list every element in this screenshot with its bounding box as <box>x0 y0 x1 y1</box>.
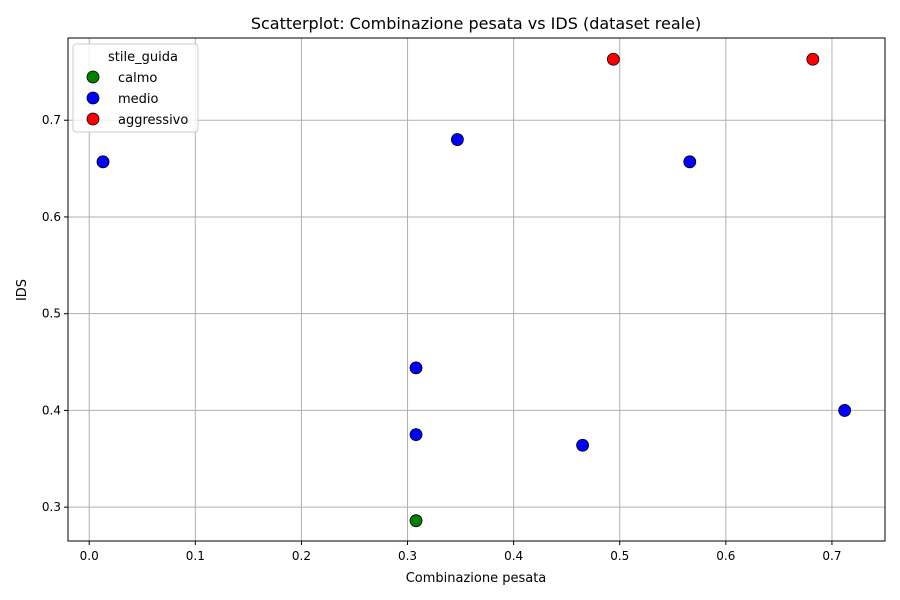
x-tick-label: 0.6 <box>716 549 735 563</box>
x-tick-label: 0.5 <box>610 549 629 563</box>
x-axis-ticks: 0.0 0.1 0.2 0.3 0.4 0.5 0.6 0.7 <box>80 541 841 563</box>
legend-label-aggressivo: aggressivo <box>118 113 188 128</box>
legend-marker-medio <box>86 91 100 105</box>
y-tick-label: 0.7 <box>42 113 61 127</box>
data-point-medio <box>576 438 590 452</box>
x-tick-label: 0.7 <box>822 549 841 563</box>
legend-label-calmo: calmo <box>118 71 157 86</box>
data-point-medio <box>683 155 697 169</box>
data-point-medio <box>96 155 110 169</box>
legend-marker-calmo <box>86 70 100 84</box>
data-point-medio <box>409 361 423 375</box>
legend-title: stile_guida <box>108 50 178 65</box>
legend: stile_guida calmo medio aggressivo <box>72 43 199 133</box>
data-point-medio <box>409 428 423 441</box>
data-point-medio <box>838 404 852 417</box>
y-tick-label: 0.3 <box>42 500 61 514</box>
x-tick-label: 0.4 <box>504 549 523 563</box>
plot-area-frame <box>67 37 886 542</box>
y-axis-ticks: 0.3 0.4 0.5 0.6 0.7 <box>42 113 68 514</box>
data-points <box>96 52 852 528</box>
legend-label-medio: medio <box>118 92 159 107</box>
x-tick-label: 0.2 <box>292 549 311 563</box>
x-tick-label: 0.0 <box>80 549 99 563</box>
chart-title: Scatterplot: Combinazione pesata vs IDS … <box>251 14 701 33</box>
y-tick-label: 0.5 <box>42 307 61 321</box>
legend-marker-aggressivo <box>86 112 100 126</box>
x-tick-label: 0.1 <box>186 549 205 563</box>
x-axis-label: Combinazione pesata <box>406 571 547 586</box>
data-point-aggressivo <box>806 52 820 66</box>
y-axis-label: IDS <box>15 279 30 301</box>
grid-lines <box>68 38 885 541</box>
x-tick-label: 0.3 <box>398 549 417 563</box>
y-tick-label: 0.4 <box>42 403 61 417</box>
data-point-medio <box>451 133 464 146</box>
legend-box <box>72 43 199 133</box>
y-tick-label: 0.6 <box>42 210 61 224</box>
data-point-calmo <box>409 514 423 528</box>
data-point-aggressivo <box>606 52 620 66</box>
